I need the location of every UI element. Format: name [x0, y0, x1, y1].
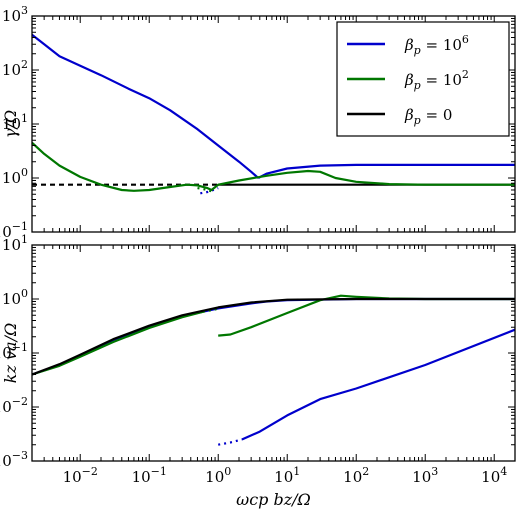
top-y-tick-label: 103 — [2, 4, 28, 25]
bottom-y-tick-label: 101 — [2, 233, 28, 254]
legend: βp = 106 βp = 102 βp = 0 — [336, 21, 510, 137]
bottom-series-beta_p_0-segment-0 — [31, 297, 515, 376]
bottom-series-beta_p_1e2-segment-1 — [202, 307, 219, 313]
bottom-y-axis-label: kz va/Ω — [1, 323, 20, 383]
bottom-frame — [31, 244, 516, 462]
legend-label-beta_p_1e2: βp = 102 — [404, 68, 469, 92]
top-y-tick-label: 102 — [2, 58, 28, 79]
top-series-beta_p_1e2-segment-0 — [31, 141, 515, 192]
bottom-x-tick-label: 101 — [274, 465, 300, 486]
bottom-x-tick-label: 100 — [205, 465, 231, 486]
bottom-x-tick-label: 104 — [481, 465, 507, 486]
top-y-axis-label: γ/Ω — [1, 110, 20, 138]
bottom-series-beta_p_1e2-segment-0 — [31, 310, 204, 376]
bottom-x-axis-label: ωcp bz/Ω — [236, 490, 311, 509]
top-series-beta_p_1e6-segment-0 — [31, 33, 259, 179]
legend-label-beta_p_0: βp = 0 — [404, 106, 452, 127]
bottom-y-tick-label: 100 — [2, 287, 28, 308]
bottom-x-tick-label: 102 — [343, 465, 369, 486]
bottom-series-beta_p_1e6-segment-2 — [31, 297, 515, 376]
bottom-y-tick-label: 10−1 — [0, 341, 28, 362]
bottom-panel: 10−3 10−2 10−1 100 101 10−2 10−1 100 101 102 103 10… — [0, 233, 516, 509]
bottom-x-tick-label: 103 — [412, 465, 438, 486]
bottom-x-tick-label: 10−2 — [63, 465, 98, 486]
bottom-x-tick-label: 10−1 — [132, 465, 167, 486]
top-y-tick-label: 10−1 — [0, 220, 28, 241]
bottom-series-beta_p_1e6-segment-1 — [241, 328, 516, 441]
bottom-y-tick-label: 10−3 — [0, 449, 28, 470]
bottom-series-beta_p_1e6-segment-0 — [218, 438, 243, 446]
legend-label-beta_p_1e6: βp = 106 — [404, 33, 469, 57]
top-y-tick-label: 100 — [2, 166, 28, 187]
top-series-beta_p_1e6-segment-1 — [257, 163, 515, 179]
top-y-tick-label: 101 — [2, 112, 28, 133]
bottom-y-tick-label: 10−2 — [0, 395, 28, 416]
